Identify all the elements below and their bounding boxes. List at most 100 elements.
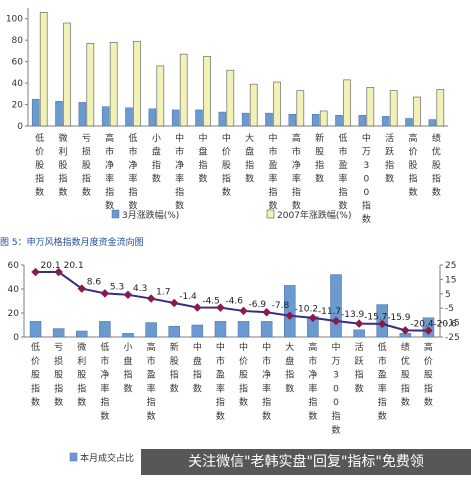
legend-label-2007: 2007年涨跌幅(%) [277, 209, 351, 221]
flow-value-label: 8.6 [87, 278, 102, 288]
bar-2007-change [133, 40, 141, 127]
y-tick-label: 80 [12, 36, 24, 46]
flow-marker [308, 313, 318, 323]
bar-trade-share [237, 321, 250, 338]
bar-2007-change [249, 83, 258, 127]
bar-2007-change [366, 87, 375, 127]
x-tick-label: 中盘指数 [193, 341, 202, 394]
legend-label-march: 3月涨跌幅(%) [122, 209, 179, 221]
flow-marker [31, 267, 40, 277]
x-tick-label: 中万 3 0 0 指数 [331, 341, 340, 436]
bar-2007-change [296, 90, 305, 127]
bar-2007-change [156, 65, 165, 127]
flow-value-label: -4.5 [202, 296, 220, 306]
flow-marker [169, 298, 179, 308]
bar-2007-change [63, 22, 71, 127]
x-tick-label: 中市净率指数 [175, 132, 184, 212]
bar-march-change [288, 113, 297, 127]
bar-march-change [381, 116, 390, 127]
bar-trade-share [52, 328, 65, 338]
bar-trade-share [353, 329, 365, 338]
x-tick-label: 中市盈率指数 [216, 341, 225, 422]
flow-value-label: 4.3 [133, 284, 147, 294]
y-tick-label: 0 [17, 122, 23, 132]
x-tick-label: 高市盈率指数 [147, 341, 156, 422]
watermark-banner: 关注微信"老韩实盘"回复"指标"免费领 [141, 449, 471, 475]
flow-value-label: -20.6 [433, 320, 457, 330]
bar-trade-share [99, 321, 111, 338]
x-tick-label: 中价股指数 [239, 341, 248, 408]
x-tick-label: 活跃指数 [385, 132, 394, 185]
bar-2007-change [413, 96, 421, 127]
flow-value-label: 20.1 [64, 261, 84, 271]
left-tick-label: 20 [8, 309, 20, 319]
bar-2007-change [389, 90, 398, 127]
bar-2007-change [109, 42, 118, 127]
flow-marker [354, 319, 364, 328]
bar-march-change [55, 101, 63, 127]
x-tick-label: 中价股指数 [222, 132, 231, 198]
bar-march-change [31, 98, 40, 127]
bar-march-change [405, 118, 413, 127]
flow-value-label: 1.7 [156, 288, 170, 298]
flow-value-label: -15.9 [387, 313, 411, 323]
x-tick-label: 亏损股指数 [82, 133, 91, 198]
legend-swatch-trade-share [69, 452, 78, 462]
bottom-combo-chart: 0 20 40 60 25 15 5 -5 -15 -25 低价股指数 亏损股指数 微利股指数 低市净率指… [8, 261, 460, 464]
bar-2007-change [343, 79, 351, 127]
flow-value-label: -15.7 [364, 313, 387, 323]
bar-trade-share [330, 274, 342, 338]
right-tick-label: -15 [445, 319, 460, 329]
flow-marker [377, 319, 387, 329]
legend-swatch-2007 [266, 209, 275, 219]
bar-march-change [335, 115, 343, 127]
x-tick-label: 高价股指数 [408, 132, 417, 198]
bar-march-change [428, 119, 437, 127]
y-tick-label: 40 [12, 79, 24, 89]
legend-label-trade-share: 本月成交占比 [80, 452, 134, 464]
x-tick-label: 中市盈率指数 [268, 132, 277, 212]
bar-2007-change [86, 43, 95, 127]
x-tick-label: 大盘指数 [285, 341, 294, 394]
right-tick-label: 15 [445, 275, 456, 285]
y-tick-label: 100 [6, 15, 23, 25]
flow-marker [146, 294, 156, 303]
bar-trade-share [76, 330, 88, 338]
x-tick-label: 高市净率指数 [308, 341, 317, 422]
x-tick-label: 高价股指数 [424, 341, 433, 408]
x-tick-label: 微利股指数 [58, 132, 67, 198]
flow-value-label: 20.1 [41, 261, 61, 271]
bar-trade-share [29, 321, 42, 338]
flow-value-label: -10.2 [295, 305, 318, 315]
bar-march-change [125, 107, 133, 127]
y-tick-label: 20 [12, 101, 24, 111]
bar-trade-share [191, 324, 204, 338]
bar-trade-share [145, 322, 157, 338]
bar-march-change [148, 108, 157, 127]
y-tick-label: 60 [12, 58, 24, 68]
x-tick-label: 绩优股指数 [432, 132, 441, 198]
figure-caption: 图 5：申万风格指数月度资金流向图 [0, 238, 144, 248]
bar-trade-share [168, 325, 180, 338]
left-tick-label: 60 [8, 261, 20, 271]
flow-marker [100, 289, 110, 298]
flow-value-label: -7.8 [272, 301, 290, 311]
right-tick-label: 25 [445, 261, 456, 271]
bar-trade-share [214, 321, 227, 338]
bar-march-change [195, 109, 203, 127]
bar-2007-change [319, 110, 328, 127]
x-tick-label: 低市净率指数 [100, 341, 109, 422]
bar-march-change [265, 112, 273, 127]
x-tick-label: 亏损股指数 [54, 342, 63, 408]
x-tick-label: 大盘指数 [245, 132, 254, 185]
flow-value-label: -13.9 [341, 310, 365, 320]
x-tick-label: 低价股指数 [31, 341, 40, 408]
left-tick-label: 0 [13, 333, 19, 343]
right-tick-label: -5 [445, 304, 454, 314]
flow-marker [331, 316, 341, 326]
top-bar-chart: 0 20 40 60 80 100 低价股指数 微利股指数 亏损股指数 高市净率指数 低市净率指数 小… [6, 8, 448, 225]
right-tick-label: -25 [445, 333, 460, 343]
x-tick-label: 小盘指数 [123, 342, 132, 394]
flow-marker [401, 326, 410, 335]
flow-value-label: -20.4 [410, 319, 434, 329]
